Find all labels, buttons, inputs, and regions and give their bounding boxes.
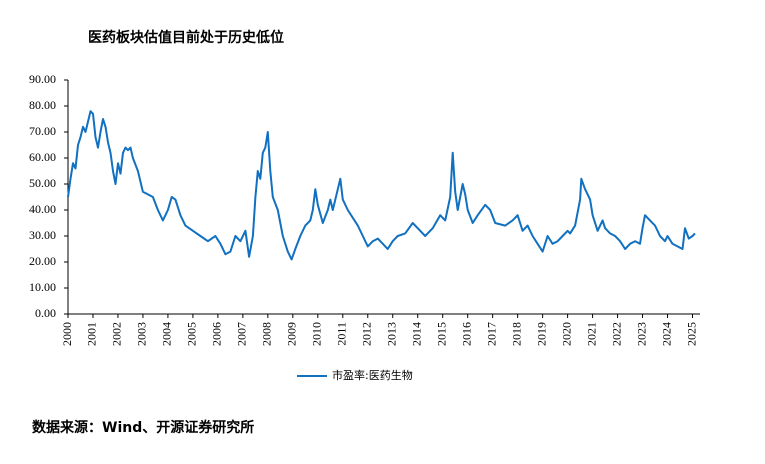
x-tick-label: 2018 bbox=[509, 322, 523, 346]
x-tick-label: 2009 bbox=[285, 322, 299, 346]
x-tick-label: 2021 bbox=[584, 322, 598, 346]
x-tick-label: 2014 bbox=[409, 322, 423, 346]
x-tick-label: 2022 bbox=[609, 322, 623, 346]
x-tick-label: 2002 bbox=[110, 322, 124, 346]
x-tick-label: 2006 bbox=[210, 322, 224, 346]
source-note: 数据来源：Wind、开源证券研究所 bbox=[32, 419, 254, 436]
y-tick-label: 50.00 bbox=[29, 176, 56, 190]
x-tick-label: 2017 bbox=[484, 322, 498, 346]
x-tick-label: 2016 bbox=[459, 322, 473, 346]
y-tick-label: 10.00 bbox=[29, 280, 56, 294]
x-tick-label: 2004 bbox=[160, 322, 174, 346]
x-tick-label: 2010 bbox=[310, 322, 324, 346]
chart-title: 医药板块估值目前处于历史低位 bbox=[88, 29, 284, 46]
legend-label: 市盈率:医药生物 bbox=[332, 368, 413, 382]
y-tick-label: 0.00 bbox=[35, 306, 56, 320]
x-tick-label: 2001 bbox=[85, 322, 99, 346]
y-tick-label: 30.00 bbox=[29, 228, 56, 242]
x-tick-label: 2007 bbox=[235, 322, 249, 346]
x-tick-label: 2003 bbox=[135, 322, 149, 346]
x-tick-label: 2013 bbox=[384, 322, 398, 346]
x-tick-label: 2008 bbox=[260, 322, 274, 346]
y-tick-label: 80.00 bbox=[29, 98, 56, 112]
x-tick-label: 2024 bbox=[659, 322, 673, 346]
x-tick-label: 2011 bbox=[335, 322, 349, 346]
x-tick-label: 2025 bbox=[684, 322, 698, 346]
x-tick-label: 2020 bbox=[559, 322, 573, 346]
y-tick-label: 60.00 bbox=[29, 150, 56, 164]
x-tick-label: 2012 bbox=[360, 322, 374, 346]
x-tick-label: 2015 bbox=[434, 322, 448, 346]
series-line bbox=[67, 110, 696, 261]
y-tick-label: 70.00 bbox=[29, 124, 56, 138]
y-tick-label: 20.00 bbox=[29, 254, 56, 268]
x-tick-label: 2019 bbox=[534, 322, 548, 346]
y-tick-label: 40.00 bbox=[29, 202, 56, 216]
x-tick-label: 2023 bbox=[634, 322, 648, 346]
x-tick-label: 2005 bbox=[185, 322, 199, 346]
x-tick-label: 2000 bbox=[60, 322, 74, 346]
y-tick-label: 90.00 bbox=[29, 72, 56, 86]
